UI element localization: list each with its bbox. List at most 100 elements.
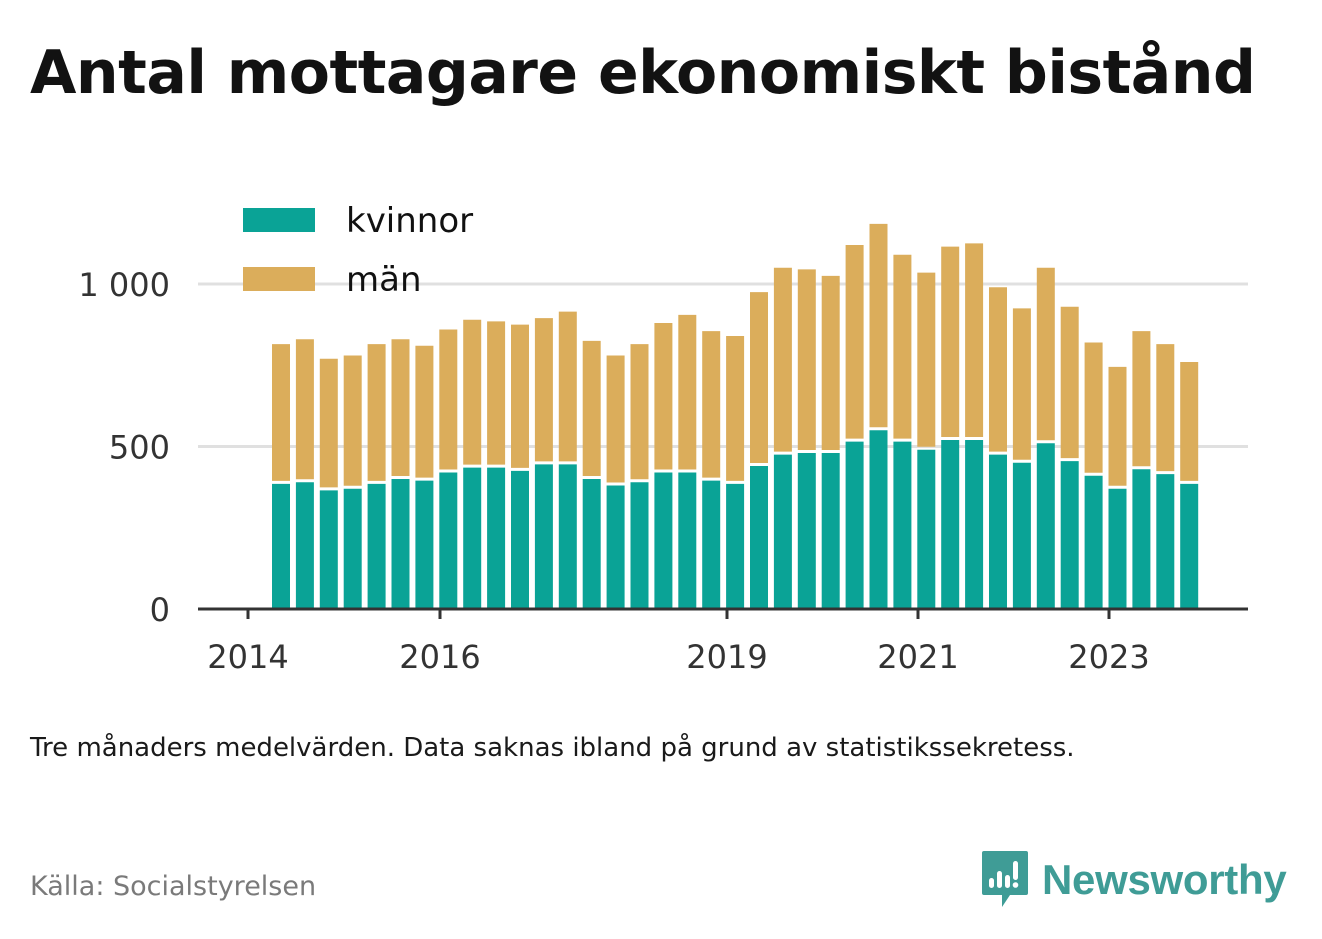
- bar-man: [845, 245, 864, 439]
- bar-kvinnor: [797, 453, 816, 609]
- bar-man: [917, 272, 936, 447]
- bar-kvinnor: [845, 441, 864, 609]
- bar-kvinnor: [702, 480, 721, 609]
- axes: [198, 607, 1248, 619]
- bar-kvinnor: [1036, 443, 1055, 609]
- bar-kvinnor: [821, 453, 840, 609]
- bar-man: [1132, 331, 1151, 467]
- bar-kvinnor: [295, 482, 314, 609]
- x-tick-label: 2021: [877, 638, 958, 676]
- bar-man: [773, 267, 792, 452]
- bar-man: [511, 324, 529, 468]
- bar-kvinnor: [1108, 488, 1127, 609]
- bar-man: [534, 318, 553, 462]
- chart-title: Antal mottagare ekonomiskt bistånd: [30, 38, 1256, 108]
- bar-man: [582, 340, 601, 476]
- y-tick-label: 1 000: [78, 266, 170, 304]
- bar-man: [319, 358, 338, 488]
- bar-man: [272, 344, 290, 481]
- bar-kvinnor: [1012, 462, 1031, 609]
- bar-man: [391, 339, 410, 476]
- bar-man: [869, 223, 888, 428]
- newsworthy-logo-icon: [982, 851, 1028, 907]
- bar-man: [989, 287, 1007, 452]
- bar-man: [439, 329, 458, 470]
- bar-man: [726, 336, 745, 481]
- bar-kvinnor: [534, 464, 553, 609]
- bar-man: [630, 344, 649, 480]
- bar-man: [1156, 344, 1175, 472]
- bar-man: [821, 275, 840, 450]
- bar-man: [654, 323, 673, 470]
- bar-man: [558, 311, 577, 462]
- bar-man: [678, 314, 697, 470]
- bar-kvinnor: [319, 490, 338, 609]
- bar-kvinnor: [1084, 475, 1103, 609]
- bar-kvinnor: [941, 440, 960, 609]
- bar-man: [965, 243, 984, 437]
- brand-logo[interactable]: Newsworthy: [980, 848, 1287, 912]
- bar-kvinnor: [1180, 483, 1199, 609]
- bar-man: [367, 344, 386, 481]
- bar-kvinnor: [1156, 474, 1175, 609]
- brand-name: Newsworthy: [1042, 856, 1287, 903]
- bar-man: [1036, 267, 1055, 441]
- y-tick-labels: 0 500 1 000: [78, 266, 170, 629]
- x-tick-label: 2019: [686, 638, 767, 676]
- legend-kvinnor-label: kvinnor: [346, 201, 473, 241]
- chart-note: Tre månaders medelvärden. Data saknas ib…: [30, 733, 1075, 763]
- bar-kvinnor: [1132, 469, 1151, 609]
- y-tick-label: 0: [150, 591, 170, 629]
- bar-man: [606, 355, 625, 483]
- bar-kvinnor: [511, 470, 529, 609]
- bar-kvinnor: [654, 472, 673, 609]
- stacked-bar-chart: 0 500 1 000 2014 2016 2019 2021 2023 kvinnor mä…: [78, 201, 1248, 676]
- bar-man: [1180, 362, 1199, 481]
- bar-series: [272, 223, 1199, 609]
- legend: kvinnor män: [243, 201, 473, 300]
- bar-man: [893, 254, 912, 439]
- bar-man: [295, 339, 314, 480]
- bar-kvinnor: [869, 430, 888, 609]
- legend-kvinnor-swatch: [243, 208, 315, 232]
- bar-kvinnor: [463, 467, 482, 609]
- bar-man: [1012, 308, 1031, 460]
- bar-kvinnor: [367, 483, 386, 609]
- bar-man: [415, 345, 434, 478]
- bar-kvinnor: [391, 479, 410, 609]
- bar-kvinnor: [272, 483, 290, 609]
- bar-man: [750, 292, 768, 463]
- bar-man: [343, 355, 362, 486]
- legend-man-swatch: [243, 267, 315, 291]
- bar-kvinnor: [965, 440, 984, 609]
- bar-man: [797, 269, 816, 450]
- x-tick-label: 2023: [1068, 638, 1149, 676]
- bar-kvinnor: [558, 464, 577, 609]
- bar-man: [941, 246, 960, 437]
- bar-kvinnor: [678, 472, 697, 609]
- bar-man: [1108, 366, 1127, 486]
- bar-kvinnor: [773, 454, 792, 609]
- bar-kvinnor: [630, 482, 649, 609]
- bar-kvinnor: [606, 485, 625, 609]
- y-tick-label: 500: [109, 429, 170, 467]
- bar-man: [1084, 342, 1103, 473]
- bar-man: [1060, 306, 1079, 459]
- bar-kvinnor: [439, 472, 458, 609]
- bar-man: [702, 331, 721, 478]
- bar-kvinnor: [487, 467, 506, 609]
- bar-kvinnor: [989, 454, 1007, 609]
- bar-kvinnor: [415, 480, 434, 609]
- x-tick-label: 2014: [207, 638, 288, 676]
- bar-man: [487, 321, 506, 465]
- source-credit: Källa: Socialstyrelsen: [30, 871, 317, 902]
- x-tick-labels: 2014 2016 2019 2021 2023: [207, 638, 1149, 676]
- legend-man-label: män: [346, 260, 422, 300]
- bar-man: [463, 319, 482, 465]
- x-tick-label: 2016: [399, 638, 480, 676]
- bar-kvinnor: [343, 488, 362, 609]
- bar-kvinnor: [893, 441, 912, 609]
- bar-kvinnor: [750, 466, 768, 609]
- bar-kvinnor: [582, 479, 601, 609]
- bar-kvinnor: [917, 449, 936, 609]
